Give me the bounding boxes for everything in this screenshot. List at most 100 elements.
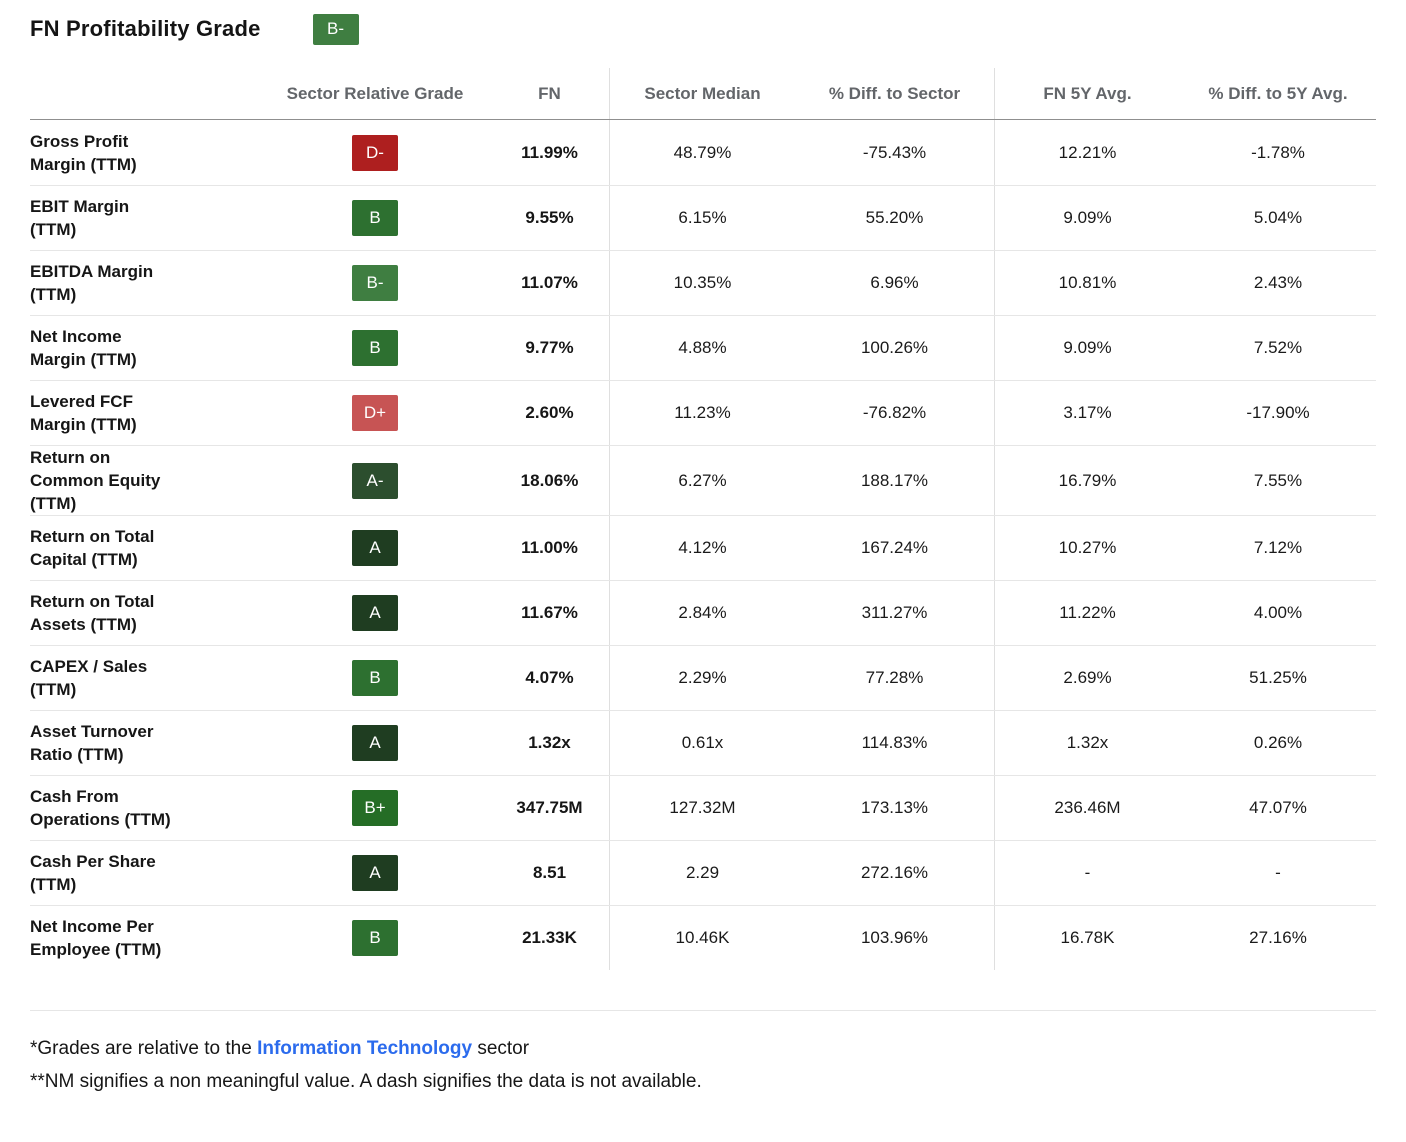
grade-badge: A (352, 855, 398, 891)
fn-5y-value: 236.46M (1054, 798, 1121, 817)
metric-label: EBIT Margin (TTM) (30, 186, 285, 250)
footnote-grades-prefix: *Grades are relative to the (30, 1038, 258, 1059)
fn-value: 9.77% (465, 316, 610, 380)
metric-label: Cash Per Share (TTM) (30, 841, 285, 905)
footnote-grades-suffix: sector (472, 1038, 530, 1059)
grade-badge: B (352, 330, 398, 366)
fn-5y-value: 10.81% (1058, 273, 1117, 292)
metric-label: Levered FCF Margin (TTM) (30, 381, 285, 445)
diff-sector-value: 173.13% (795, 776, 995, 840)
grade-badge: B- (352, 265, 398, 301)
metric-label: Return on Total Capital (TTM) (30, 516, 285, 580)
sector-median-value: 127.32M (669, 798, 736, 817)
metric-label-text: Asset Turnover Ratio (TTM) (30, 722, 154, 764)
header-sector-relative-grade: Sector Relative Grade (286, 83, 464, 103)
footnote-nm: **NM signifies a non meaningful value. A… (30, 1071, 702, 1092)
fn-5y-value: - (1084, 863, 1091, 882)
grade-badge: A (352, 725, 398, 761)
header-fn: FN (465, 68, 610, 119)
table-row: Cash From Operations (TTM) B+ 347.75M 127.3… (30, 775, 1376, 840)
title-grade-badge: B- (312, 13, 359, 45)
table-row: EBIT Margin (TTM) B 9.55% 6.15% 55.20% 9.09% 5… (30, 185, 1376, 250)
footnote-grades: *Grades are relative to the Information … (30, 1032, 1376, 1065)
metric-label-text: EBITDA Margin (TTM) (30, 262, 154, 304)
metric-label-text: Levered FCF Margin (TTM) (30, 392, 137, 434)
table-row: Net Income Per Employee (TTM) B 21.33K 10.4… (30, 905, 1376, 970)
table-body: Gross Profit Margin (TTM) D- 11.99% 48.79% -… (0, 120, 1406, 970)
table-row: Asset Turnover Ratio (TTM) A 1.32x 0.61x 114… (30, 710, 1376, 775)
diff-5y-value: 7.52% (1253, 338, 1303, 357)
grade-badge: B (352, 920, 398, 956)
sector-median-value: 2.84% (678, 603, 727, 622)
grade-cell: A (285, 581, 465, 645)
metric-label: Gross Profit Margin (TTM) (30, 120, 285, 185)
grade-badge: B (352, 660, 398, 696)
sector-median-value: 11.23% (674, 403, 731, 422)
metric-label-text: Return on Common Equity (TTM) (30, 448, 161, 513)
sector-median-value: 2.29% (678, 668, 727, 687)
diff-5y-value: 2.43% (1253, 273, 1303, 292)
fn-value: 9.55% (465, 186, 610, 250)
grade-badge: D+ (352, 395, 398, 431)
sector-link[interactable]: Information Technology (257, 1038, 473, 1059)
metric-label-text: Cash Per Share (TTM) (30, 852, 156, 894)
metric-label: Net Income Per Employee (TTM) (30, 906, 285, 970)
diff-sector-value: 311.27% (795, 581, 995, 645)
sector-median-value: 6.27% (678, 470, 727, 490)
metric-label: Return on Common Equity (TTM) (30, 446, 285, 515)
diff-sector-value: 55.20% (795, 186, 995, 250)
grade-cell: A (285, 516, 465, 580)
metric-label-text: Net Income Margin (TTM) (30, 327, 137, 369)
metric-label: EBITDA Margin (TTM) (30, 251, 285, 315)
header-sector-median: Sector Median (644, 83, 761, 103)
metric-label: Net Income Margin (TTM) (30, 316, 285, 380)
fn-5y-value: 11.22% (1059, 603, 1116, 622)
grade-badge: D- (352, 134, 398, 171)
table-row: CAPEX / Sales (TTM) B 4.07% 2.29% 77.28% 2.69… (30, 645, 1376, 710)
table-row: Return on Total Assets (TTM) A 11.67% 2.84%… (30, 580, 1376, 645)
fn-value: 1.32x (465, 711, 610, 775)
grade-cell: D+ (285, 381, 465, 445)
table-row: Net Income Margin (TTM) B 9.77% 4.88% 100.26… (30, 315, 1376, 380)
diff-sector-value: 272.16% (795, 841, 995, 905)
diff-sector-value: 103.96% (795, 906, 995, 970)
diff-5y-value: - (1275, 863, 1281, 882)
fn-value: 11.67% (465, 581, 610, 645)
diff-sector-value: 100.26% (795, 316, 995, 380)
diff-sector-value: 167.24% (795, 516, 995, 580)
grade-cell: B+ (285, 776, 465, 840)
table-row: EBITDA Margin (TTM) B- 11.07% 10.35% 6.96% 10… (30, 250, 1376, 315)
grade-cell: B (285, 646, 465, 710)
metric-label-text: Net Income Per Employee (TTM) (30, 917, 162, 959)
metric-label-text: Cash From Operations (TTM) (30, 787, 171, 829)
grade-cell: B (285, 906, 465, 970)
table-row: Cash Per Share (TTM) A 8.51 2.29 272.16% - - (30, 840, 1376, 905)
diff-5y-value: 7.12% (1253, 538, 1303, 557)
fn-5y-value: 2.69% (1063, 668, 1112, 687)
diff-sector-value: 188.17% (795, 446, 995, 515)
fn-value: 8.51 (465, 841, 610, 905)
metric-label: Cash From Operations (TTM) (30, 776, 285, 840)
grade-cell: A- (285, 446, 465, 515)
fn-5y-value: 3.17% (1063, 403, 1112, 422)
page-title: FN Profitability Grade (30, 16, 261, 41)
sector-median-value: 6.15% (678, 208, 727, 227)
fn-5y-value: 1.32x (1066, 733, 1109, 752)
grade-cell: B (285, 186, 465, 250)
table-row: Gross Profit Margin (TTM) D- 11.99% 48.79% -… (30, 120, 1376, 185)
sector-median-value: 4.88% (678, 338, 727, 357)
sector-median-value: 4.12% (678, 538, 727, 557)
sector-median-value: 2.29 (685, 863, 720, 882)
fn-5y-value: 12.21% (1058, 142, 1117, 162)
grade-cell: B (285, 316, 465, 380)
diff-5y-value: -1.78% (1251, 142, 1305, 162)
grade-cell: B- (285, 251, 465, 315)
metric-label-text: Return on Total Assets (TTM) (30, 592, 155, 634)
fn-value: 18.06% (465, 446, 610, 515)
table-row: Levered FCF Margin (TTM) D+ 2.60% 11.23% -76… (30, 380, 1376, 445)
diff-5y-value: 7.55% (1253, 470, 1303, 490)
metric-label-text: EBIT Margin (TTM) (30, 197, 130, 239)
table-row: Return on Total Capital (TTM) A 11.00% 4.12… (30, 515, 1376, 580)
grade-badge: A (352, 530, 398, 566)
diff-5y-value: -17.90% (1246, 403, 1310, 422)
